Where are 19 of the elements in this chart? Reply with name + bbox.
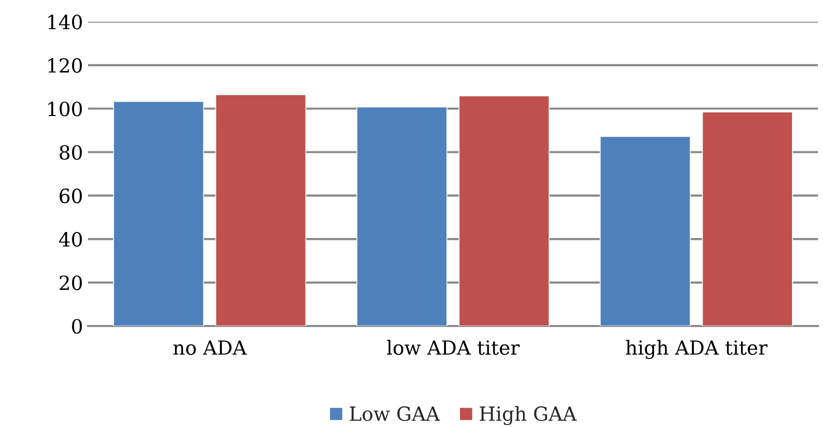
y-tick-label: 60 — [60, 188, 82, 204]
bar — [113, 101, 204, 326]
y-tick-label: 20 — [60, 275, 82, 290]
y-tick-label: 140 — [48, 14, 82, 30]
x-tick-label: no ADA — [173, 340, 247, 355]
legend-label: Low GAA — [350, 406, 440, 422]
y-tick-label: 80 — [60, 145, 82, 160]
x-tick-label: high ADA titer — [626, 340, 768, 359]
bar — [356, 106, 448, 326]
bar — [458, 95, 550, 326]
bar — [702, 111, 793, 326]
y-tick-label: 0 — [72, 318, 82, 334]
y-tick-label: 40 — [58, 232, 82, 247]
y-tick-label: 100 — [48, 102, 82, 116]
x-tick-label: low ADA titer — [386, 340, 520, 355]
y-tick-label: 120 — [48, 58, 82, 73]
bar — [215, 94, 306, 326]
bar — [600, 136, 691, 326]
legend-label: High GAA — [480, 406, 577, 426]
